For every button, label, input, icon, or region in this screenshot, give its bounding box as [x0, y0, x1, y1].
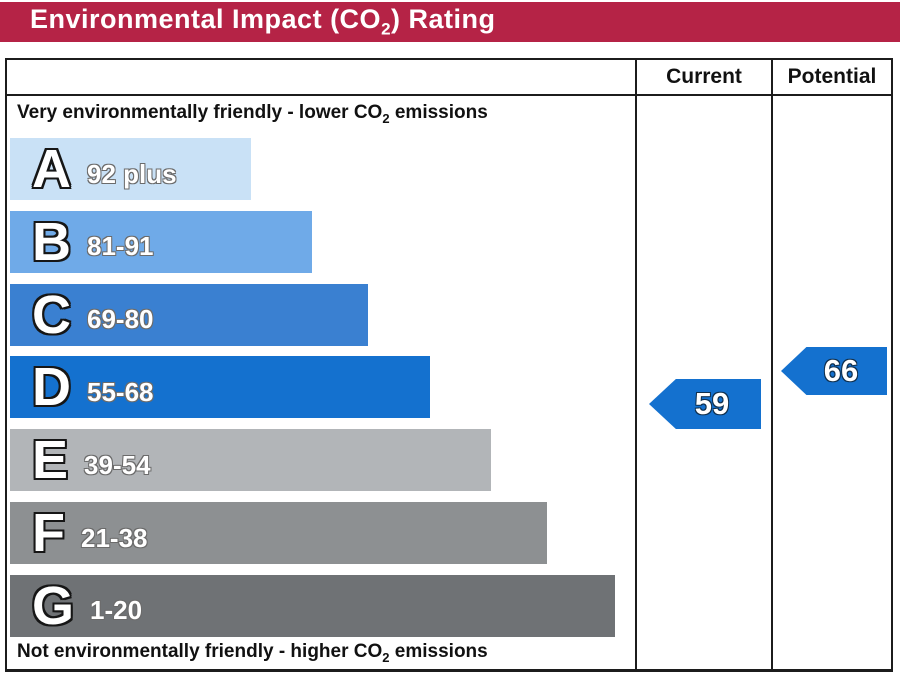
- band-range-A: 92 plus: [87, 158, 177, 189]
- potential-rating-arrow: 66: [781, 347, 887, 395]
- column-header-potential: Potential: [773, 60, 891, 96]
- current-rating-arrow: 59: [649, 379, 761, 429]
- band-range-E: 39-54: [84, 449, 151, 480]
- potential-column: 66: [773, 96, 891, 669]
- band-F: F 21-38: [10, 502, 547, 565]
- title-bar: Environmental Impact (CO2) Rating: [0, 2, 900, 42]
- band-B: B 81-91: [10, 210, 313, 273]
- current-column: 59: [637, 96, 773, 669]
- top-scale-label: Very environmentally friendly - lower CO…: [17, 102, 488, 126]
- rating-table: Current Potential Very environmentally f…: [5, 58, 893, 672]
- band-letter-A: A: [32, 139, 71, 199]
- band-range-F: 21-38: [81, 522, 148, 553]
- band-letter-D: D: [32, 357, 71, 418]
- band-range-B: 81-91: [87, 231, 154, 262]
- band-letter-F: F: [32, 503, 65, 564]
- band-G: G 1-20: [10, 574, 615, 637]
- current-rating-value: 59: [694, 386, 730, 421]
- bottom-scale-label: Not environmentally friendly - higher CO…: [17, 641, 488, 665]
- band-letter-B: B: [32, 211, 71, 272]
- band-C: C 69-80: [10, 283, 368, 346]
- band-range-G: 1-20: [90, 595, 143, 626]
- band-letter-E: E: [32, 430, 69, 491]
- bands: A 92 plus B 81-91 C 69-80 D 55-68 E 39-54 F 21-38 G 1…: [10, 138, 627, 637]
- column-header-current: Current: [637, 60, 773, 96]
- band-letter-C: C: [32, 284, 71, 345]
- band-E: E 39-54: [10, 429, 492, 492]
- band-range-D: 55-68: [87, 376, 154, 407]
- potential-rating-value: 66: [823, 353, 859, 388]
- band-A: A 92 plus: [10, 138, 251, 200]
- page-title: Environmental Impact (CO2) Rating: [30, 4, 496, 39]
- band-D: D 55-68: [10, 356, 430, 419]
- band-range-C: 69-80: [87, 304, 154, 335]
- header-spacer: [7, 60, 637, 96]
- bands-column: Very environmentally friendly - lower CO…: [7, 96, 637, 669]
- band-letter-G: G: [32, 575, 75, 636]
